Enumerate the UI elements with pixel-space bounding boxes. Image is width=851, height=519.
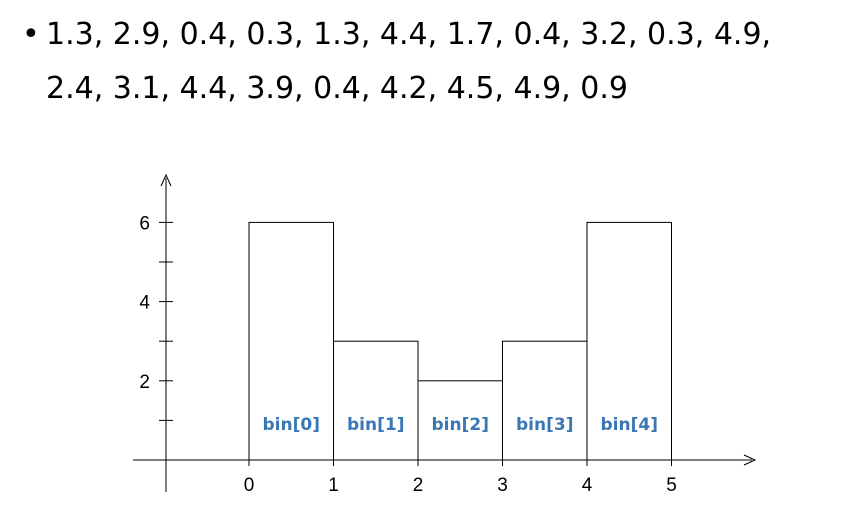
x-axis-arrow <box>743 454 757 466</box>
x-tick-label: 2 <box>413 475 424 496</box>
y-tick-label: 2 <box>139 372 150 393</box>
bin-label: bin[2] <box>432 415 489 435</box>
bin-label: bin[0] <box>263 415 320 435</box>
histogram-bar <box>586 221 672 461</box>
x-tick-label: 5 <box>666 475 677 496</box>
data-values-text: 1.3, 2.9, 0.4, 0.3, 1.3, 4.4, 1.7, 0.4, … <box>46 17 772 106</box>
x-tick-label: 3 <box>497 475 508 496</box>
x-tick-label: 4 <box>582 475 593 496</box>
x-tick-label: 1 <box>328 475 339 496</box>
bin-label: bin[4] <box>601 415 658 435</box>
histogram-bar <box>417 380 503 461</box>
y-axis-arrow <box>160 173 172 187</box>
bullet-marker: • <box>22 17 40 52</box>
histogram-bar <box>502 340 588 461</box>
histogram-bar <box>333 340 419 461</box>
y-tick-label: 4 <box>139 293 150 314</box>
data-bullet: • 1.3, 2.9, 0.4, 0.3, 1.3, 4.4, 1.7, 0.4… <box>22 8 837 116</box>
x-tick-label: 0 <box>244 475 255 496</box>
y-tick-label: 6 <box>139 213 150 234</box>
bin-label: bin[3] <box>516 415 573 435</box>
bin-label: bin[1] <box>347 415 404 435</box>
